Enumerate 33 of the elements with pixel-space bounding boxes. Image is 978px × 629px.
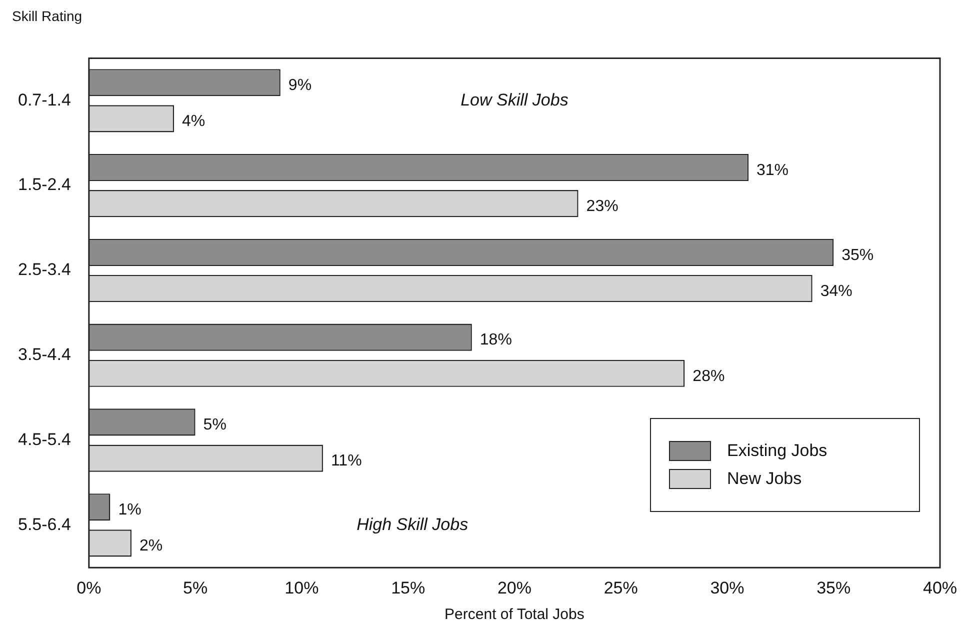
data-label: 1% (118, 502, 142, 519)
x-tick-label: 0% (76, 578, 102, 598)
x-tick-label: 15% (391, 578, 426, 598)
legend-label: New Jobs (727, 468, 802, 489)
data-label: 9% (288, 77, 312, 94)
data-label: 31% (756, 162, 789, 179)
x-tick-label: 10% (284, 578, 319, 598)
data-label: 23% (586, 198, 618, 215)
x-tick-label: 30% (710, 578, 744, 598)
data-label: 28% (692, 368, 725, 385)
y-tick-label: 3.5-4.4 (18, 345, 71, 364)
y-axis-title: Skill Rating (11, 8, 84, 26)
x-tick-label: 35% (816, 578, 851, 598)
data-label: 35% (842, 246, 874, 264)
y-tick-label: 1.5-2.4 (18, 175, 71, 194)
x-tick-label: 20% (497, 578, 532, 598)
y-tick-label: 2.5-3.4 (18, 260, 71, 280)
data-label: 4% (182, 113, 206, 130)
y-tick-label: 4.5-5.4 (18, 430, 71, 449)
x-tick-label: 25% (604, 578, 638, 598)
x-axis-title: Percent of Total Jobs (444, 606, 584, 624)
legend-label: Existing Jobs (727, 440, 828, 461)
x-tick-label: 40% (922, 578, 958, 598)
y-tick-label: 5.5-6.4 (18, 514, 71, 534)
x-tick-label: 5% (183, 578, 208, 598)
annotation: Low Skill Jobs (460, 90, 569, 110)
annotation: High Skill Jobs (356, 514, 469, 534)
data-label: 5% (203, 416, 226, 434)
data-label: 18% (480, 332, 512, 349)
data-label: 11% (330, 452, 362, 470)
data-label: 34% (820, 282, 852, 300)
data-label: 2% (139, 538, 163, 555)
y-tick-label: 0.7-1.4 (18, 90, 71, 110)
